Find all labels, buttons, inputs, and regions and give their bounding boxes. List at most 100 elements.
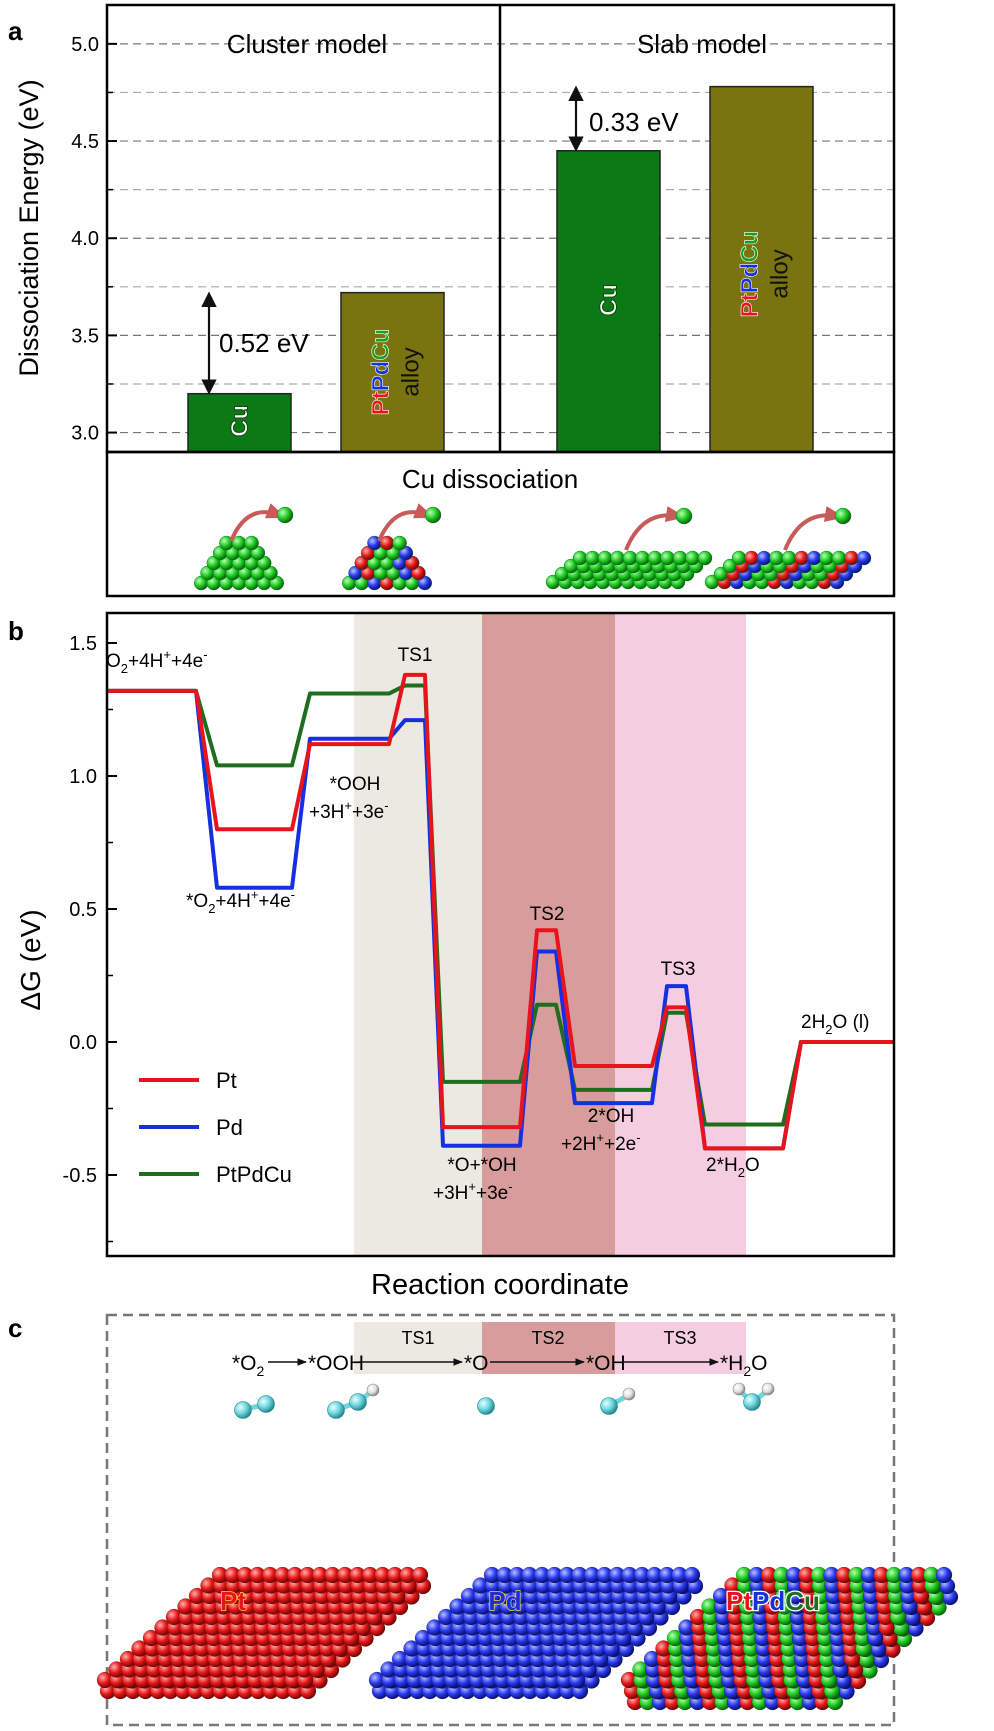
atom: [744, 550, 759, 566]
atom: [672, 550, 688, 566]
slab-difference-label: 0.33 eV: [589, 107, 679, 137]
atom: [572, 550, 588, 566]
atom: [675, 507, 693, 525]
path-ooh: *OOH: [308, 1352, 364, 1375]
bar-label-alloy: alloy: [398, 347, 425, 396]
atom: [844, 550, 859, 566]
atom: [769, 550, 784, 566]
hydrogen-atom: [366, 1383, 380, 1397]
oxygen-atom: [349, 1393, 367, 1411]
ts3-band-c: [615, 1322, 746, 1374]
bar-label-part: Pt: [368, 391, 395, 415]
oxygen-atom: [234, 1401, 252, 1419]
y-tick-label: 3.0: [71, 423, 99, 445]
bar-label-part: Cu: [737, 231, 764, 263]
catalyst-slabs: [96, 1566, 959, 1711]
cu-cluster-model: [193, 503, 294, 591]
panel-a-y-ticks: 3.0 3.5 4.0 4.5 5.0: [71, 34, 117, 445]
dissociation-arrow: [783, 506, 845, 551]
panel-c-letter: c: [8, 1313, 22, 1343]
ptpdcu-slab: [620, 1566, 959, 1711]
atom: [244, 535, 259, 551]
panel-b-ts-bands: [354, 613, 746, 1256]
dissociation-arrow: [377, 503, 435, 542]
bar-cu-slab: [556, 150, 661, 453]
y-tick-label: 4.0: [71, 228, 99, 250]
legend-label-ptpdcu: PtPdCu: [216, 1162, 292, 1187]
ts2-label-c: TS2: [531, 1328, 564, 1348]
alloy-slab-model: [704, 506, 872, 590]
atom: [831, 550, 847, 566]
bar-cu-cluster: [187, 392, 292, 453]
bar-label-ptpdcu: PtPdCu: [368, 329, 395, 416]
atom: [794, 550, 809, 566]
label-2h2o-liquid: 2H2O (l): [801, 1012, 869, 1037]
oxygen-atom: [477, 1397, 495, 1415]
slab-atom: [411, 1566, 429, 1584]
atom: [781, 550, 797, 566]
panel-c: TS1 TS2 TS3 *O2 *OOH *O *OH *H2O Pt Pd P…: [96, 1313, 959, 1727]
label-ts2: TS2: [530, 904, 565, 925]
y-tick-label: 1.0: [69, 766, 97, 788]
panel-b-legend: Pt Pd PtPdCu: [139, 1068, 292, 1187]
panel-b-energy-lines: [107, 672, 894, 1151]
ts3-label-c: TS3: [663, 1328, 696, 1348]
ptpdcu-slab-label: PtPdCu: [726, 1586, 820, 1616]
oh-molecule: [600, 1387, 636, 1415]
path-oh: *OH: [586, 1352, 626, 1375]
legend-label-pt: Pt: [216, 1068, 237, 1093]
label-ts3: TS3: [661, 959, 696, 980]
oxygen-atom: [743, 1393, 761, 1411]
atom: [806, 550, 822, 566]
label-ooh-line1: *OOH: [330, 774, 381, 795]
label-o2-start: O2+4H++4e-: [106, 647, 208, 676]
panel-b-letter: b: [8, 616, 24, 646]
atom: [392, 535, 407, 551]
slab-atom: [683, 1566, 701, 1584]
atom: [597, 550, 613, 566]
atom: [585, 550, 600, 566]
hydrogen-atom: [761, 1382, 775, 1396]
label-o-oh-line1: *O+*OH: [447, 1155, 516, 1176]
label-2h2o-adsorbed: 2*H2O: [706, 1155, 760, 1180]
bar-alloy-slab: [709, 85, 814, 453]
y-tick-label: 3.5: [71, 325, 99, 347]
cu-dissociation-models: [193, 503, 872, 591]
label-2oh-line1: 2*OH: [588, 1106, 634, 1127]
atom: [756, 550, 772, 566]
y-tick-label: 5.0: [71, 34, 99, 56]
ts1-label-c: TS1: [401, 1328, 434, 1348]
panel-a-letter: a: [8, 16, 23, 46]
atom: [610, 550, 625, 566]
oxygen-atom: [600, 1397, 618, 1415]
alloy-cluster-model: [342, 503, 442, 591]
y-tick-label: 4.5: [71, 131, 99, 153]
ooh-molecule: [327, 1383, 380, 1419]
atom: [856, 550, 872, 566]
atom: [834, 507, 852, 525]
series-line-pt: [107, 672, 894, 1151]
panel-a-y-axis-label: Dissociation Energy (eV): [14, 79, 44, 376]
bar-label-part: Pd: [737, 263, 764, 294]
h2o-molecule: [732, 1382, 775, 1411]
bar-label-ptpdcu: PtPdCu: [737, 231, 764, 318]
dissociation-arrow: [229, 503, 287, 542]
bar-label-cu: Cu: [596, 284, 623, 316]
label-2oh-line2: +2H++2e-: [561, 1130, 641, 1155]
panel-a-annotations: 0.52 eV 0.33 eV: [201, 85, 679, 395]
atom: [276, 506, 294, 524]
panel-b-x-axis-label: Reaction coordinate: [371, 1269, 629, 1301]
atom: [424, 506, 442, 524]
bar-label-part: Pt: [737, 293, 764, 317]
label-o-oh-line2: +3H++3e-: [433, 1179, 513, 1204]
pt-slab: [96, 1566, 432, 1700]
bar-label-alloy: alloy: [767, 249, 794, 298]
label-ooh-line2: +3H++3e-: [309, 798, 389, 823]
o2-molecule: [234, 1395, 275, 1419]
label-ts1: TS1: [398, 645, 433, 666]
panel-b-y-ticks: -0.5 0.0 0.5 1.0 1.5: [63, 633, 117, 1243]
pd-slab-label: Pd: [488, 1586, 521, 1616]
path-h2o: *H2O: [720, 1352, 767, 1379]
